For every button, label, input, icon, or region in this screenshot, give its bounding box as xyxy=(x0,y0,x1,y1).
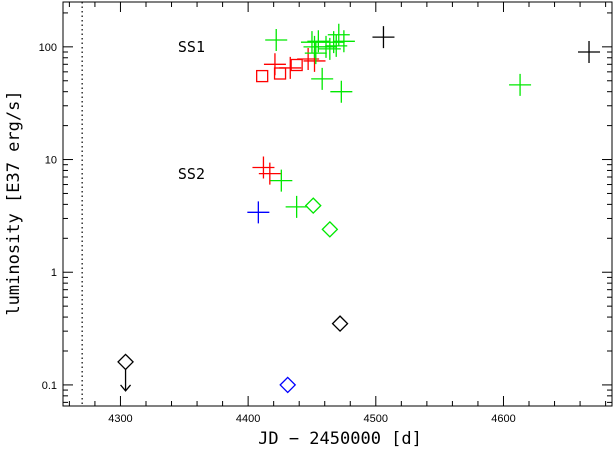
data-point-plus xyxy=(247,201,270,224)
data-point-diamond xyxy=(304,197,322,215)
x-tick-label: 4300 xyxy=(108,413,132,425)
data-point-plus xyxy=(332,30,355,53)
plot-area: 4300 4400 4500 4600 0.1 1 10 100 SS1 SS2 xyxy=(39,1,613,425)
data-point-plus xyxy=(327,23,350,46)
data-point-square xyxy=(256,69,269,83)
data-point-plus xyxy=(509,73,532,96)
x-tick-label: 4400 xyxy=(236,413,260,425)
data-point-plus xyxy=(318,37,341,60)
y-tick-label: 10 xyxy=(45,155,57,167)
y-tick-label: 0.1 xyxy=(42,380,57,392)
data-point-plus xyxy=(265,29,288,52)
data-point-plus xyxy=(578,41,601,64)
data-point-plus xyxy=(252,156,275,179)
y-tick-label: 100 xyxy=(39,42,57,54)
region-label: SS2 xyxy=(178,165,205,183)
data-point-diamond xyxy=(321,220,339,238)
data-point-plus xyxy=(330,80,353,103)
data-point-plus xyxy=(304,42,327,65)
data-point-diamond xyxy=(117,353,134,371)
data-point-plus xyxy=(258,162,281,185)
x-tick-label: 4600 xyxy=(491,413,515,425)
upper-limit-arrow xyxy=(120,369,132,392)
region-label: SS1 xyxy=(178,38,205,56)
data-point-diamond xyxy=(279,376,297,394)
data-point-square xyxy=(273,67,287,80)
data-point-square xyxy=(290,58,303,72)
x-axis-label: JD − 2450000 [d] xyxy=(258,429,422,449)
y-axis-label: luminosity [E37 erg/s] xyxy=(4,90,24,315)
data-point-plus xyxy=(300,31,323,54)
data-point-diamond xyxy=(331,315,349,333)
plot-frame xyxy=(62,1,613,407)
y-tick-label: 1 xyxy=(51,267,57,279)
data-point-plus xyxy=(311,67,334,90)
data-point-plus xyxy=(372,26,395,49)
x-tick-label: 4500 xyxy=(364,413,388,425)
data-point-plus xyxy=(285,195,308,218)
data-point-plus xyxy=(270,169,293,192)
